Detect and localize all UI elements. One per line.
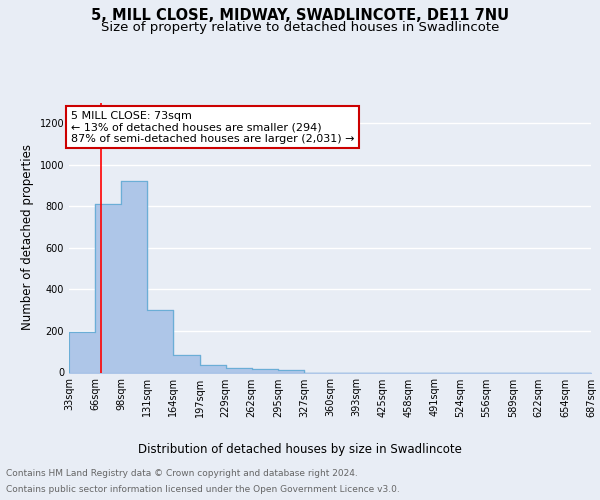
- Text: Size of property relative to detached houses in Swadlincote: Size of property relative to detached ho…: [101, 21, 499, 34]
- Text: Distribution of detached houses by size in Swadlincote: Distribution of detached houses by size …: [138, 442, 462, 456]
- Text: 5, MILL CLOSE, MIDWAY, SWADLINCOTE, DE11 7NU: 5, MILL CLOSE, MIDWAY, SWADLINCOTE, DE11…: [91, 8, 509, 22]
- Text: 5 MILL CLOSE: 73sqm
← 13% of detached houses are smaller (294)
87% of semi-detac: 5 MILL CLOSE: 73sqm ← 13% of detached ho…: [71, 111, 354, 144]
- Y-axis label: Number of detached properties: Number of detached properties: [21, 144, 34, 330]
- Text: Contains HM Land Registry data © Crown copyright and database right 2024.: Contains HM Land Registry data © Crown c…: [6, 468, 358, 477]
- Text: Contains public sector information licensed under the Open Government Licence v3: Contains public sector information licen…: [6, 485, 400, 494]
